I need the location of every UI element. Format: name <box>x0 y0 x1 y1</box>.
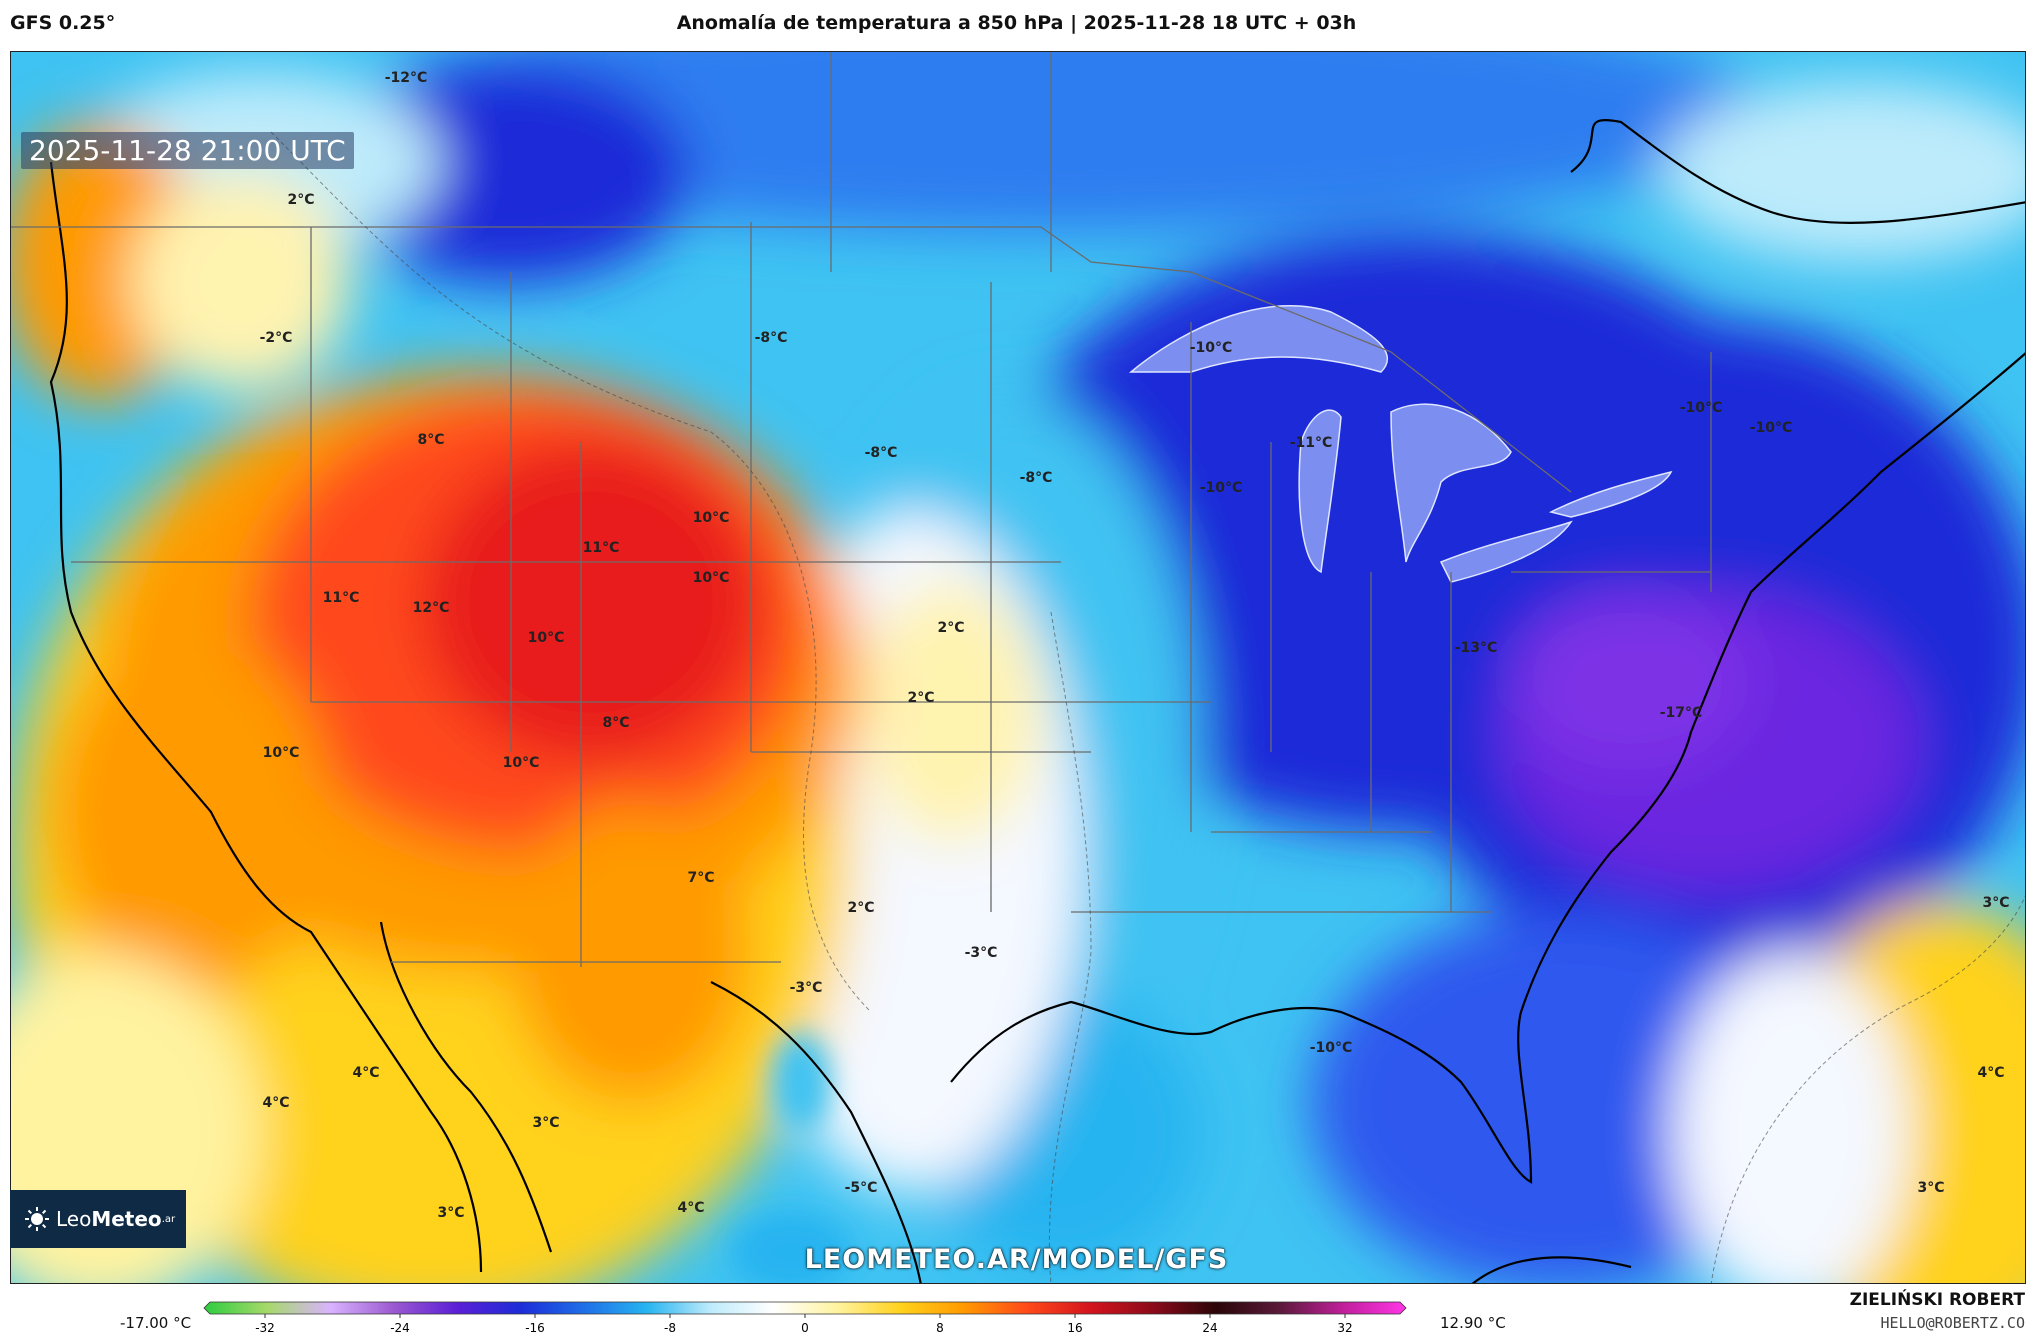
temperature-label: -10°C <box>1310 1040 1353 1056</box>
source-watermark: LEOMETEO.AR/MODEL/GFS <box>804 1244 1229 1275</box>
logo-text-light: Leo <box>56 1207 92 1231</box>
borders <box>11 52 1712 967</box>
temperature-label: 4°C <box>262 1095 289 1111</box>
colorbar-tick-label: 8 <box>936 1321 944 1335</box>
temperature-label: 4°C <box>352 1065 379 1081</box>
anomaly-map: -12°C 2°C -2°C -8°C 8°C -8°C -8°C -10°C -10°C -11… <box>10 51 2026 1284</box>
author-contact: HELLO@ROBERTZ.CO <box>1880 1314 2026 1332</box>
temperature-label: 11°C <box>583 540 620 556</box>
temperature-label: 2°C <box>937 620 964 636</box>
colorbar-tick-label: -16 <box>525 1321 545 1335</box>
temperature-label: 2°C <box>847 900 874 916</box>
logo-text-bold: Meteo <box>91 1207 162 1231</box>
temperature-label: 10°C <box>528 630 565 646</box>
temperature-label: 10°C <box>693 510 730 526</box>
temperature-label: -12°C <box>385 70 428 86</box>
temperature-label: 3°C <box>532 1115 559 1131</box>
temperature-label: 8°C <box>602 715 629 731</box>
temperature-label: -10°C <box>1750 420 1793 436</box>
sun-icon <box>25 1207 49 1231</box>
temperature-label: -17°C <box>1660 705 1703 721</box>
temperature-label: -8°C <box>1020 470 1053 486</box>
temperature-label: -3°C <box>965 945 998 961</box>
temperature-label: -11°C <box>1290 435 1333 451</box>
colorbar-tick-label: -24 <box>390 1321 410 1335</box>
temperature-label: 7°C <box>687 870 714 886</box>
colorbar-tick-label: 16 <box>1067 1321 1082 1335</box>
temperature-label: 3°C <box>437 1205 464 1221</box>
temperature-label: 2°C <box>907 690 934 706</box>
colorbar-gradient <box>203 1301 1407 1315</box>
coastlines <box>49 118 2025 1283</box>
temperature-label: 10°C <box>693 570 730 586</box>
model-name: GFS 0.25° <box>10 12 116 34</box>
colorbar-max-label: 12.90 °C <box>1440 1314 1506 1332</box>
great-lakes <box>1128 305 1673 583</box>
colorbar-tick-label: 0 <box>801 1321 809 1335</box>
colorbar-tick-label: 24 <box>1202 1321 1217 1335</box>
map-title: Anomalía de temperatura a 850 hPa | 2025… <box>676 12 1357 34</box>
temperature-label: 10°C <box>263 745 300 761</box>
temperature-label: -3°C <box>790 980 823 996</box>
temperature-labels: -12°C 2°C -2°C -8°C 8°C -8°C -8°C -10°C -10°C -11… <box>260 70 2010 1221</box>
temperature-label: 10°C <box>503 755 540 771</box>
contours <box>270 131 2025 1283</box>
temperature-label: -10°C <box>1190 340 1233 356</box>
map-canvas: -12°C 2°C -2°C -8°C 8°C -8°C -8°C -10°C -10°C -11… <box>11 52 2025 1283</box>
temperature-label: -5°C <box>845 1180 878 1196</box>
temperature-label: 8°C <box>417 432 444 448</box>
colorbar-min-label: -17.00 °C <box>120 1314 192 1332</box>
leometeo-logo: Leo Meteo .ar <box>10 1190 186 1248</box>
colorbar-tick-label: -32 <box>255 1321 275 1335</box>
colorbar: -32 -24 -16 -8 0 8 16 24 32 <box>203 1301 1407 1335</box>
logo-suffix: .ar <box>161 1213 176 1225</box>
temperature-label: -10°C <box>1680 400 1723 416</box>
temperature-label: -10°C <box>1200 480 1243 496</box>
temperature-label: 12°C <box>413 600 450 616</box>
temperature-label: 3°C <box>1982 895 2009 911</box>
temperature-label: 2°C <box>287 192 314 208</box>
colorbar-tick-label: -8 <box>664 1321 676 1335</box>
colorbar-tick-label: 32 <box>1337 1321 1352 1335</box>
author-name: ZIELIŃSKI ROBERT <box>1849 1290 2025 1310</box>
valid-time-stamp: 2025-11-28 21:00 UTC <box>21 132 354 169</box>
temperature-label: 4°C <box>1977 1065 2004 1081</box>
temperature-label: -2°C <box>260 330 293 346</box>
temperature-label: -8°C <box>755 330 788 346</box>
temperature-label: 4°C <box>677 1200 704 1216</box>
temperature-label: -13°C <box>1455 640 1498 656</box>
temperature-label: 11°C <box>323 590 360 606</box>
temperature-label: -8°C <box>865 445 898 461</box>
temperature-label: 3°C <box>1917 1180 1944 1196</box>
